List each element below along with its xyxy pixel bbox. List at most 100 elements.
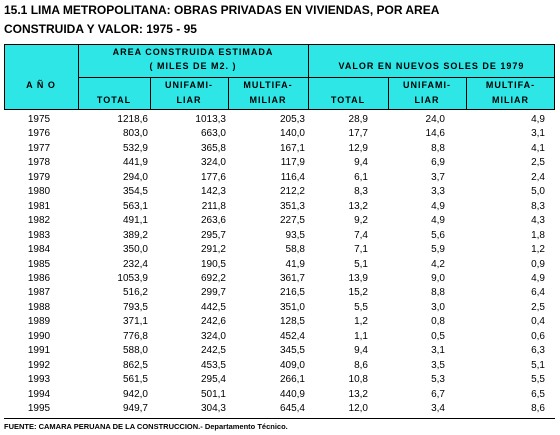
column-header: UNIFAMI- <box>403 80 451 90</box>
value: 942,0 <box>122 388 148 400</box>
value: 6,1 <box>354 171 368 183</box>
value: 13,2 <box>348 388 368 400</box>
year: 1982 <box>27 215 51 227</box>
value: 295,7 <box>200 229 226 241</box>
value: 9,2 <box>354 215 368 227</box>
year: 1984 <box>27 244 51 256</box>
value: 17,7 <box>348 128 368 140</box>
value: 12,9 <box>348 142 368 154</box>
value: 793,5 <box>122 301 148 313</box>
value: 949,7 <box>122 403 148 414</box>
value: 3,7 <box>431 171 445 183</box>
value: 4,1 <box>531 142 545 154</box>
value: 350,0 <box>122 244 148 256</box>
value: 452,4 <box>279 330 305 342</box>
column-header: MULTIFA- <box>243 80 293 90</box>
value: 232,4 <box>122 258 148 270</box>
year: 1985 <box>27 258 51 270</box>
value: 365,8 <box>200 142 226 154</box>
rule <box>4 418 555 419</box>
value: 7,1 <box>354 244 368 256</box>
value: 442,5 <box>200 301 226 313</box>
value: 6,4 <box>531 287 545 299</box>
year: 1993 <box>27 374 51 386</box>
value: 4,9 <box>531 272 545 284</box>
year: 1975 <box>27 114 51 125</box>
value: 140,0 <box>279 128 305 140</box>
divider <box>228 77 229 110</box>
value: 7,4 <box>354 229 368 241</box>
column-header: LIAR <box>176 95 202 105</box>
value: 3,3 <box>431 186 445 198</box>
value: 409,0 <box>279 359 305 371</box>
value: 776,8 <box>122 330 148 342</box>
value: 1053,9 <box>117 272 148 284</box>
value: 3,1 <box>531 128 545 140</box>
value: 190,5 <box>200 258 226 270</box>
value: 216,5 <box>279 287 305 299</box>
value: 5,1 <box>531 359 545 371</box>
value: 491,1 <box>122 215 148 227</box>
value: 5,9 <box>431 244 445 256</box>
value: 242,6 <box>200 316 226 328</box>
value: 453,5 <box>200 359 226 371</box>
value: 9,4 <box>354 345 368 357</box>
value: 2,5 <box>531 301 545 313</box>
value: 3,5 <box>431 359 445 371</box>
value: 24,0 <box>425 114 445 125</box>
value: 0,6 <box>531 330 545 342</box>
column-header: LIAR <box>414 95 440 105</box>
value: 266,1 <box>279 374 305 386</box>
value: 4,9 <box>431 215 445 227</box>
value: 177,6 <box>200 171 226 183</box>
year: 1981 <box>27 200 51 212</box>
value: 295,4 <box>200 374 226 386</box>
value: 4,3 <box>531 215 545 227</box>
year: 1995 <box>27 403 51 414</box>
value: 0,5 <box>431 330 445 342</box>
value: 211,8 <box>201 200 226 212</box>
column-header: TOTAL <box>96 95 132 105</box>
year: 1986 <box>27 272 51 284</box>
value: 13,2 <box>348 200 368 212</box>
value: 440,9 <box>279 388 305 400</box>
value: 4,2 <box>431 258 445 270</box>
value: 15,2 <box>348 287 368 299</box>
year: 1990 <box>27 330 51 342</box>
value: 8,3 <box>354 186 368 198</box>
value: 14,6 <box>425 128 445 140</box>
value: 128,5 <box>279 316 305 328</box>
value: 6,3 <box>531 345 545 357</box>
value: 0,8 <box>431 316 445 328</box>
value: 351,0 <box>279 301 305 313</box>
value: 8,3 <box>531 200 545 212</box>
value: 93,5 <box>285 229 305 241</box>
value: 12,0 <box>348 403 368 414</box>
divider <box>78 77 555 78</box>
value: 116,4 <box>280 171 305 183</box>
value: 561,5 <box>122 374 148 386</box>
value: 3,0 <box>431 301 445 313</box>
value: 227,5 <box>279 215 305 227</box>
divider <box>466 77 467 110</box>
value: 1,1 <box>354 330 368 342</box>
value: 8,8 <box>431 287 445 299</box>
value: 803,0 <box>122 128 148 140</box>
value: 3,1 <box>431 345 445 357</box>
value: 8,8 <box>431 142 445 154</box>
value: 2,4 <box>531 171 545 183</box>
value: 441,9 <box>122 157 148 169</box>
value: 4,9 <box>431 200 445 212</box>
value: 294,0 <box>122 171 148 183</box>
value: 354,5 <box>122 186 148 198</box>
divider <box>150 77 151 110</box>
value: 6,5 <box>531 388 545 400</box>
value: 291,2 <box>200 244 226 256</box>
value: 5,0 <box>531 186 545 198</box>
value: 692,2 <box>200 272 226 284</box>
year: 1994 <box>27 388 51 400</box>
value: 299,7 <box>200 287 226 299</box>
value: 862,5 <box>122 359 148 371</box>
year: 1992 <box>27 359 51 371</box>
